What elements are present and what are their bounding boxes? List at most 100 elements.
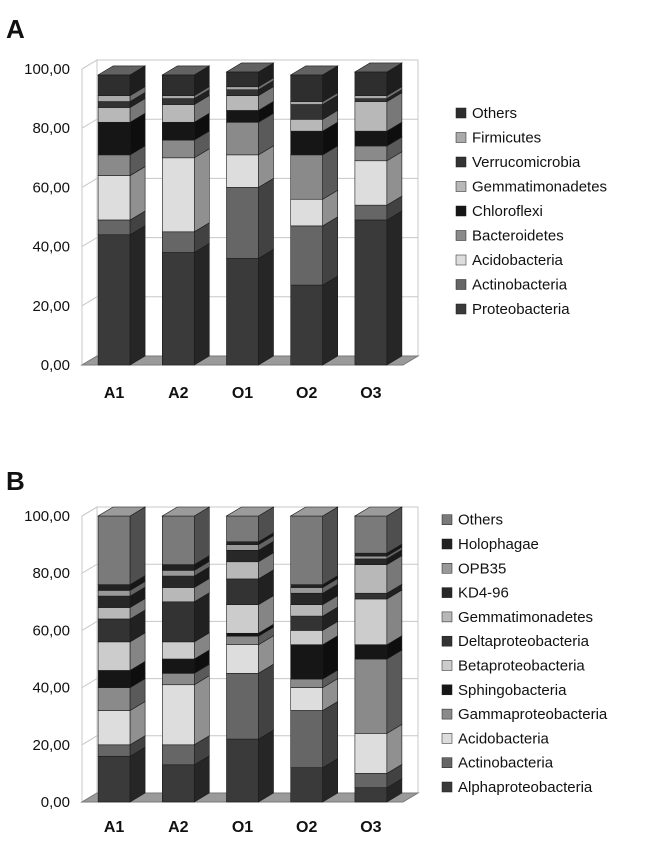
bar-segment-a1-actinobacteria-front: [97, 219, 131, 236]
bar-segment-o3-proteobacteria-side: [386, 210, 403, 366]
bar-segment-a1-chloroflexi-front: [97, 121, 131, 156]
bar-segment-a1-holophagae-front: [97, 584, 131, 591]
y-tick-label: 60,00: [32, 622, 70, 639]
bar-segment-o3-others-front: [354, 515, 388, 554]
bar-stack-o3: [353, 62, 403, 366]
plot-left-wall: [81, 59, 98, 366]
bar-segment-o1-kd4-96-front: [226, 550, 259, 563]
bar-stack-a2: [161, 506, 211, 803]
chart-panel-a: A 0,00 20,00 40,00 60,00 80,00 100,00 A1 A2 O1 O2 O…: [6, 14, 607, 402]
bar-segment-o2-proteobacteria-front: [290, 284, 324, 366]
legend-swatch: [441, 514, 453, 525]
bar-segment-o3-bacteroidetes: [354, 136, 403, 162]
bar-segment-a1-others: [97, 65, 147, 97]
y-tick-label: 60,00: [32, 179, 70, 196]
bar-segment-o2-betaproteobacteria: [290, 620, 339, 646]
bar-segment-a1-opb35-front: [97, 590, 131, 597]
bar-segment-a1-bacteroidetes-front: [97, 154, 131, 176]
bar-segment-o1-gemmatimonadetes-front: [226, 561, 259, 580]
legend: Proteobacteria Actinobacteria Acidobacteri…: [455, 105, 607, 318]
bar-segment-a2-others-front: [162, 515, 195, 565]
bar-segment-a2-actinobacteria: [162, 222, 210, 254]
bar-segment-a1-others: [97, 506, 147, 586]
bar-segment-o3-verrucomicrobia-front: [354, 98, 388, 102]
bar-segment-o2-actinobacteria-side: [322, 700, 339, 769]
y-tick-label: 100,00: [24, 61, 70, 78]
bar-segment-o2-alphaproteobacteria-front: [290, 767, 324, 803]
bar-segment-o1-others-top: [225, 62, 275, 73]
bar-segment-a2-acidobacteria-side: [194, 675, 210, 746]
legend-swatch: [455, 279, 467, 290]
bar-segment-o3-alphaproteobacteria: [354, 778, 403, 803]
x-tick-label: O2: [296, 819, 317, 836]
bar-segment-o1-chloroflexi-front: [226, 110, 259, 123]
bar-segment-a1-betaproteobacteria-front: [97, 641, 131, 671]
bar-segment-a2-holophagae-front: [162, 564, 195, 571]
bar-segment-o3-opb35-front: [354, 555, 388, 560]
bar-segment-o1-betaproteobacteria-front: [226, 604, 259, 634]
bar-segment-o1-acidobacteria-front: [226, 154, 259, 188]
bar-segment-a2-gemmatimonadetes: [162, 94, 210, 123]
legend-label: Verrucomicrobia: [472, 154, 581, 171]
bar-segment-o3-acidobacteria-front: [354, 160, 388, 206]
bar-segment-a2-others: [161, 506, 211, 566]
legend-label: Bacteroidetes: [472, 228, 564, 245]
bar-segment-a1-actinobacteria-front: [97, 744, 131, 757]
bar-segment-o3-sphingobacteria: [354, 635, 403, 660]
legend-swatch: [441, 563, 453, 574]
bar-segment-a2-others-top: [161, 506, 211, 517]
bar-segment-o1-alphaproteobacteria-side: [258, 729, 274, 803]
bar-segment-o1-deltaproteobacteria-front: [226, 578, 259, 605]
bar-segment-o1-others-front: [226, 515, 259, 543]
bar-stack-o2: [289, 65, 339, 366]
y-tick-label: 100,00: [24, 508, 70, 525]
bar-segment-a1-acidobacteria-front: [97, 175, 131, 221]
legend-swatch: [455, 303, 467, 315]
bar-segment-a2-acidobacteria: [162, 675, 210, 746]
y-tick-label: 40,00: [32, 239, 70, 256]
bar-segment-a2-chloroflexi-front: [162, 121, 195, 141]
legend-item: Firmicutes: [455, 130, 541, 147]
bar-segment-a2-bacteroidetes-front: [162, 139, 195, 159]
bar-segment-a1-acidobacteria: [97, 700, 146, 746]
bar-segment-o1-deltaproteobacteria: [226, 569, 274, 606]
legend-item: Others: [455, 105, 517, 122]
bar-segment-a1-proteobacteria: [97, 225, 146, 366]
bar-stack-a1: [97, 506, 147, 803]
legend-item: OPB35: [441, 560, 506, 577]
bar-stack-o2: [289, 506, 339, 803]
bar-segment-o1-alphaproteobacteria: [226, 729, 274, 803]
bar-segment-o3-betaproteobacteria-side: [386, 589, 403, 646]
bar-segment-a2-others-side: [194, 506, 210, 566]
bar-segment-a2-deltaproteobacteria: [162, 592, 210, 643]
bar-segment-a1-proteobacteria-side: [129, 225, 146, 366]
bar-segment-o3-others-top: [353, 506, 403, 517]
bar-segment-a2-chloroflexi: [162, 112, 210, 141]
bar-segment-a2-acidobacteria: [162, 148, 210, 233]
bar-segment-o1-acidobacteria: [226, 635, 274, 674]
legend-label: Deltaproteobacteria: [458, 633, 590, 650]
bar-segment-a2-gemmatimonadetes-front: [162, 587, 195, 603]
bar-segment-o3-gammaproteobacteria-side: [386, 649, 403, 734]
bar-segment-o2-deltaproteobacteria-front: [290, 615, 324, 631]
legend-item: Gammaproteobacteria: [441, 706, 608, 723]
bar-segment-o3-proteobacteria: [354, 210, 403, 366]
legend-item: Acidobacteria: [441, 730, 550, 747]
y-tick-label: 80,00: [32, 565, 70, 582]
bar-segment-a2-others-front: [162, 74, 195, 96]
bar-segment-o1-proteobacteria-front: [226, 258, 259, 366]
legend-item: Others: [441, 512, 503, 529]
bar-segment-o2-sphingobacteria-front: [290, 644, 324, 680]
bar-segment-o3-acidobacteria-side: [386, 151, 403, 206]
bar-segment-o2-bacteroidetes-front: [290, 154, 324, 200]
legend-swatch: [441, 708, 453, 720]
bar-segment-o2-bacteroidetes-side: [322, 145, 339, 200]
bar-segment-o2-gammaproteobacteria-front: [290, 678, 324, 688]
bar-segment-o3-acidobacteria-front: [354, 733, 388, 774]
bar-segment-a1-kd4-96-front: [97, 595, 131, 608]
bar-segment-o1-others: [225, 62, 275, 88]
bar-segment-o3-others-front: [354, 71, 388, 96]
bar-segment-a1-gammaproteobacteria-front: [97, 687, 131, 711]
legend-item: Gemmatimonadetes: [455, 179, 607, 196]
legend-label: Others: [458, 512, 503, 529]
